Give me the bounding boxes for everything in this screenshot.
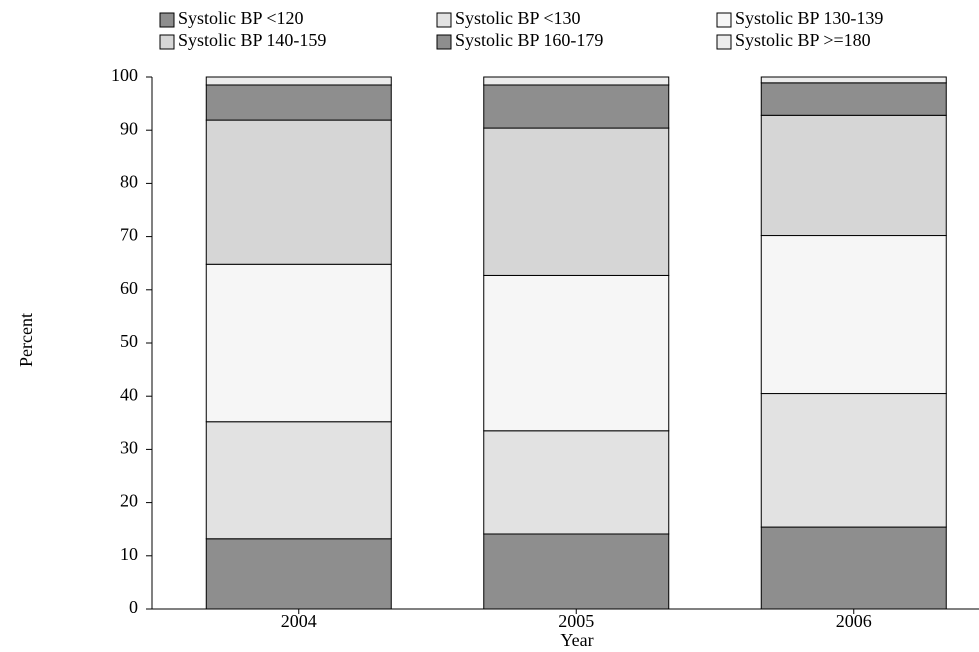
bar-segment xyxy=(205,263,392,423)
bar-segment xyxy=(483,127,670,276)
legend-swatch xyxy=(159,12,175,28)
bar-segment xyxy=(483,430,670,535)
bar-segment xyxy=(483,533,670,610)
bar-segment xyxy=(205,119,392,265)
y-axis-label: Percent xyxy=(16,313,36,367)
y-tick-label: 10 xyxy=(120,544,138,564)
legend-swatch xyxy=(716,12,732,28)
legend-swatch xyxy=(436,34,452,50)
legend-swatch xyxy=(436,12,452,28)
y-tick-label: 60 xyxy=(120,278,138,298)
y-tick-label: 70 xyxy=(120,225,138,245)
x-tick-label: 2006 xyxy=(836,611,872,631)
y-tick-label: 20 xyxy=(120,491,138,511)
bar-segment xyxy=(483,84,670,129)
x-tick-label: 2004 xyxy=(281,611,317,631)
legend-label: Systolic BP 140-159 xyxy=(178,30,326,50)
bar-segment xyxy=(760,526,947,610)
bar-segment xyxy=(205,421,392,540)
y-tick-label: 0 xyxy=(129,597,138,617)
legend-label: Systolic BP 130-139 xyxy=(735,8,883,28)
y-tick-label: 30 xyxy=(120,438,138,458)
bar-segment xyxy=(760,393,947,528)
bar-segment xyxy=(760,114,947,237)
legend-label: Systolic BP <120 xyxy=(178,8,304,28)
bar-segment xyxy=(760,76,947,84)
y-tick-label: 100 xyxy=(111,65,138,85)
bar-segment xyxy=(760,235,947,395)
x-tick-label: 2005 xyxy=(558,611,594,631)
legend-swatch xyxy=(716,34,732,50)
y-tick-label: 90 xyxy=(120,118,138,138)
bar-segment xyxy=(760,82,947,116)
bar-segment xyxy=(205,84,392,121)
bar-segment xyxy=(483,274,670,432)
y-tick-label: 50 xyxy=(120,331,138,351)
legend-label: Systolic BP <130 xyxy=(455,8,581,28)
y-tick-label: 40 xyxy=(120,384,138,404)
bar-segment xyxy=(483,76,670,86)
x-axis-label: Year xyxy=(560,630,593,650)
legend-label: Systolic BP >=180 xyxy=(735,30,871,50)
legend-swatch xyxy=(159,34,175,50)
bar-segment xyxy=(205,538,392,610)
bar-segment xyxy=(205,76,392,86)
y-tick-label: 80 xyxy=(120,172,138,192)
legend-label: Systolic BP 160-179 xyxy=(455,30,603,50)
